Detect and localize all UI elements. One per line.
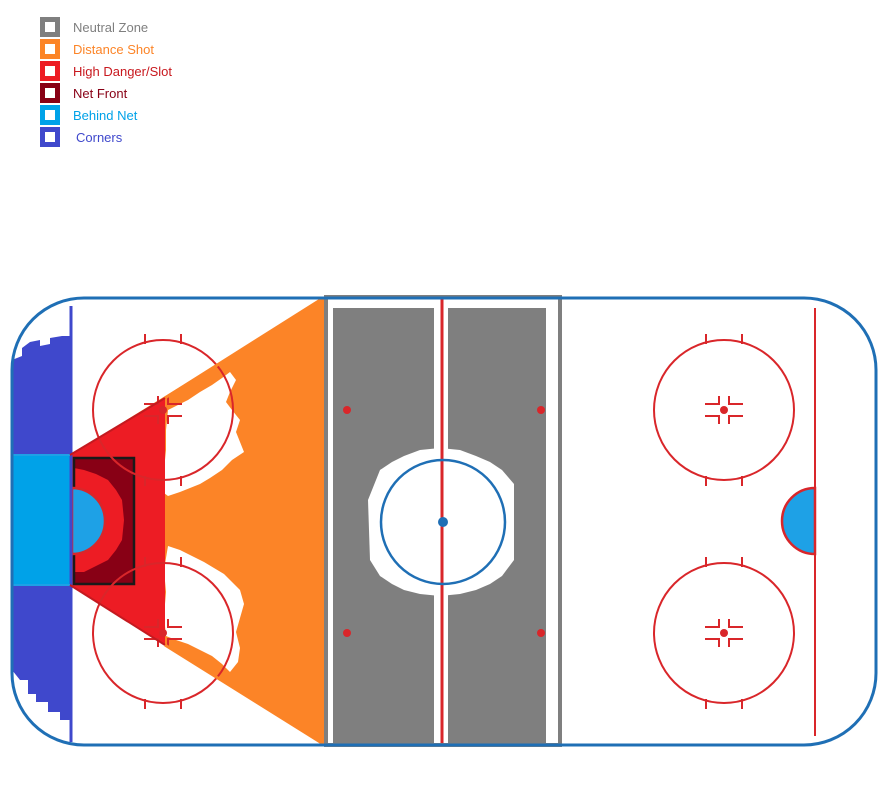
- faceoff-circle-right-bottom: [653, 562, 795, 704]
- zone-legend: Neutral Zone Distance Shot High Danger/S…: [40, 16, 172, 148]
- faceoff-dots: [159, 406, 728, 637]
- legend-item-neutral-zone: Neutral Zone: [40, 16, 148, 38]
- goal-crease-right: [780, 486, 817, 556]
- faceoff-circle-left-top: [92, 339, 234, 481]
- distance-zone-gap-upper: [160, 372, 244, 496]
- center-faceoff-dot: [438, 517, 448, 527]
- legend-label-behind-net: Behind Net: [73, 107, 138, 123]
- faceoff-hash-marks: [144, 334, 743, 709]
- zone-corners: [12, 336, 70, 720]
- legend-item-distance-shot: Distance Shot: [40, 38, 154, 60]
- legend-swatch-corners: [40, 127, 60, 147]
- legend-swatch-net-front: [40, 83, 60, 103]
- slot-bottom-edge: [69, 584, 166, 646]
- center-faceoff-circle: [379, 458, 507, 586]
- legend-item-behind-net: Behind Net: [40, 104, 137, 126]
- goal-crease-left: [70, 486, 107, 556]
- legend-label-corners: Corners: [76, 129, 123, 145]
- slot-top-edge: [69, 397, 166, 456]
- zone-behind-net: [12, 455, 70, 585]
- zone-distance-shot: [70, 298, 325, 745]
- neutral-gap-left: [325, 298, 333, 745]
- distance-zone-gap-lower: [164, 546, 244, 672]
- legend-label-net-front: Net Front: [73, 85, 128, 101]
- legend-label-distance-shot: Distance Shot: [73, 41, 154, 57]
- rink-boards: [10, 296, 878, 747]
- legend-swatch-distance-shot: [40, 39, 60, 59]
- faceoff-circle-right-top: [653, 339, 795, 481]
- legend-label-neutral-zone: Neutral Zone: [73, 19, 149, 35]
- faceoff-circle-left-bottom: [92, 562, 234, 704]
- legend-item-corners: Corners: [40, 126, 122, 148]
- legend-swatch-behind-net: [40, 105, 60, 125]
- legend-item-net-front: Net Front: [40, 82, 127, 104]
- distance-top-edge: [164, 298, 326, 400]
- legend-item-high-danger: High Danger/Slot: [40, 60, 172, 82]
- legend-swatch-neutral-zone: [40, 17, 60, 37]
- zone-net-front: [74, 458, 134, 584]
- neutral-gap-right: [546, 298, 560, 745]
- distance-bottom-edge: [164, 643, 326, 745]
- legend-label-high-danger: High Danger/Slot: [73, 63, 172, 79]
- legend-swatch-high-danger: [40, 61, 60, 81]
